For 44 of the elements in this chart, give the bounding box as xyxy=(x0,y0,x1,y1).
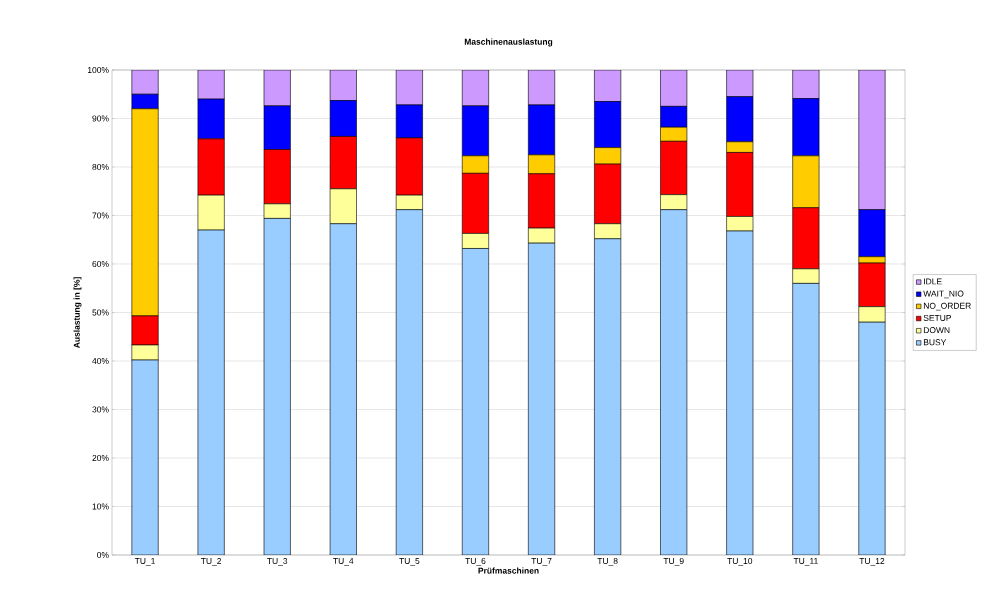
y-tick-label: 100% xyxy=(87,67,109,73)
x-tick-label: TU_1 xyxy=(134,558,155,566)
x-tick-label: TU_5 xyxy=(399,558,420,566)
x-tick-label: TU_11 xyxy=(793,558,818,566)
bar xyxy=(131,359,159,555)
x-tick-label: TU_6 xyxy=(465,558,486,566)
bar xyxy=(395,209,423,555)
x-tick-label: TU_7 xyxy=(531,558,552,566)
bar xyxy=(329,223,357,555)
x-tick-label: TU_3 xyxy=(267,558,288,566)
y-tick-label: 60% xyxy=(92,261,109,267)
legend-label: IDLE xyxy=(924,278,942,285)
y-axis-title: Auslastung in [%] xyxy=(73,277,82,349)
y-tick-label: 30% xyxy=(92,406,109,413)
bar xyxy=(660,209,688,555)
x-tick-label: TU_8 xyxy=(597,558,618,566)
y-tick-label: 40% xyxy=(92,358,109,364)
bar xyxy=(594,238,622,555)
x-tick-label: TU_9 xyxy=(663,558,684,566)
x-tick-label: TU_2 xyxy=(200,558,222,566)
bar xyxy=(726,230,754,555)
x-axis-title: Prüfmaschinen xyxy=(478,567,539,574)
y-tick-label: 0% xyxy=(97,552,109,558)
bar xyxy=(858,321,886,555)
y-tick-label: 50% xyxy=(92,309,109,316)
bar xyxy=(197,229,225,555)
legend-label: DOWN xyxy=(923,327,950,334)
y-tick-label: 80% xyxy=(92,164,109,170)
x-tick-label: TU_12 xyxy=(859,558,885,566)
bar xyxy=(792,283,820,555)
legend-label: SETUP xyxy=(923,314,952,321)
bar xyxy=(461,248,489,555)
legend-label: BUSY xyxy=(923,339,947,346)
x-tick-label: TU_4 xyxy=(333,558,354,566)
bar xyxy=(263,218,291,555)
y-tick-label: 10% xyxy=(92,503,109,510)
bar xyxy=(528,242,556,555)
chart-title: Maschinenauslastung xyxy=(464,38,553,47)
y-tick-label: 70% xyxy=(92,212,109,219)
y-tick-label: 20% xyxy=(92,455,109,461)
legend-label: WAIT_NIO xyxy=(923,290,964,299)
x-tick-label: TU_10 xyxy=(727,558,753,566)
legend-label: NO_ORDER xyxy=(923,302,971,311)
y-tick-label: 90% xyxy=(92,115,109,122)
